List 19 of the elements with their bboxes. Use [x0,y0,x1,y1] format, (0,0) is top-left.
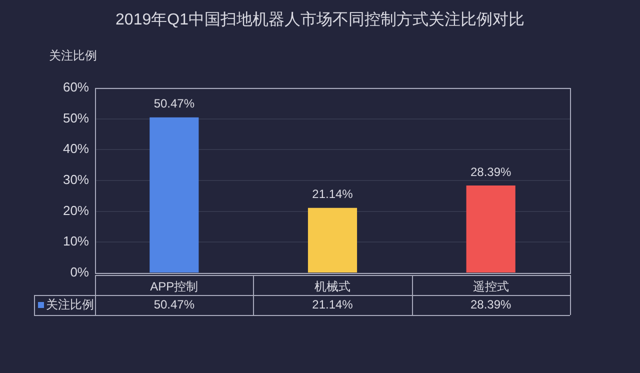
chart-title: 2019年Q1中国扫地机器人市场不同控制方式关注比例对比 [116,10,524,28]
y-axis-title: 关注比例 [49,48,97,62]
x-tick-label: 机械式 [314,280,350,294]
y-tick-label: 40% [62,141,90,156]
y-tick-label: 10% [62,234,90,249]
data-label: 21.14% [312,297,354,312]
data-label: 50.47% [154,297,195,312]
data-label: 28.39% [470,297,512,312]
text: 21.14% [312,187,353,202]
x-tick-label: APP控制 [150,280,198,294]
text: 50.47% [154,96,195,111]
legend-label: 关注比例 [46,297,94,312]
y-tick-label: 60% [62,80,90,95]
y-tick-label: 20% [62,202,90,218]
text: 28.39% [470,164,512,179]
y-tick-label: 30% [62,172,90,188]
x-tick-label: 遥控式 [472,280,509,294]
y-tick-label: 50% [62,110,90,126]
y-tick-label: 0% [70,264,90,280]
